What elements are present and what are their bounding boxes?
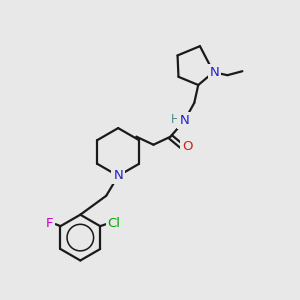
Text: F: F (46, 217, 53, 230)
Text: N: N (113, 169, 123, 182)
Text: O: O (182, 140, 193, 153)
Text: Cl: Cl (108, 217, 121, 230)
Text: N: N (179, 114, 189, 127)
Text: N: N (210, 66, 219, 79)
Text: H: H (171, 113, 180, 126)
